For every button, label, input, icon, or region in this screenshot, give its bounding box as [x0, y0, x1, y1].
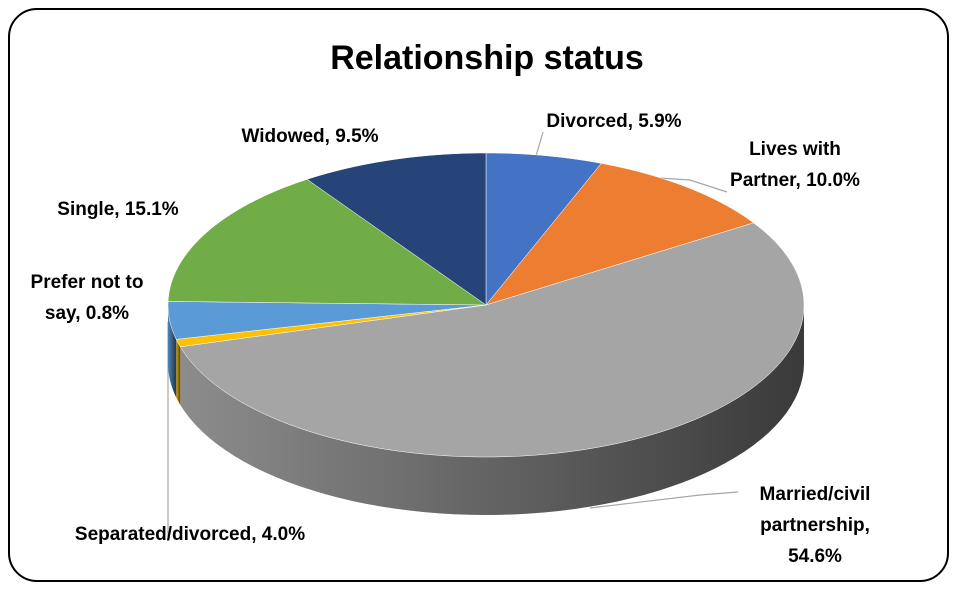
data-label: Lives with — [749, 139, 841, 160]
slice — [306, 152, 487, 306]
data-label: Divorced, 5.9% — [546, 111, 681, 132]
data-label: say, 0.8% — [45, 303, 129, 324]
slice-side-shade — [168, 305, 177, 398]
data-label: Married/civil — [760, 484, 871, 505]
leader-line — [535, 131, 544, 157]
slice — [485, 152, 602, 306]
data-label: partnership, — [760, 515, 870, 536]
leader-line — [589, 491, 739, 509]
data-label: Widowed, 9.5% — [241, 126, 378, 147]
data-label: Separated/divorced, 4.0% — [75, 524, 305, 545]
slice — [167, 179, 487, 306]
leader-line — [659, 177, 728, 193]
data-label: 54.6% — [788, 546, 842, 567]
slice — [485, 163, 755, 306]
chart-title: Relationship status — [330, 39, 644, 77]
data-label: Partner, 10.0% — [730, 170, 860, 191]
data-label: Single, 15.1% — [57, 199, 179, 220]
slice-side-shade — [176, 339, 181, 405]
data-label: Prefer not to — [31, 272, 144, 293]
slice-side-shade — [180, 305, 805, 515]
slice — [167, 301, 487, 340]
slice — [179, 222, 805, 458]
